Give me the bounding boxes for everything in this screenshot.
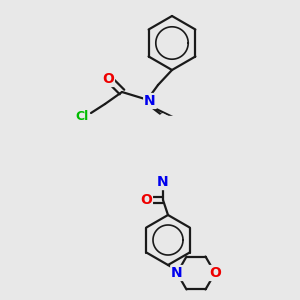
- Text: O: O: [102, 72, 114, 86]
- Text: N: N: [171, 266, 183, 280]
- Text: Cl: Cl: [75, 110, 88, 122]
- Text: O: O: [140, 193, 152, 207]
- Text: O: O: [209, 266, 221, 280]
- Text: N: N: [157, 175, 169, 189]
- Text: N: N: [157, 175, 169, 189]
- Text: N: N: [144, 94, 156, 108]
